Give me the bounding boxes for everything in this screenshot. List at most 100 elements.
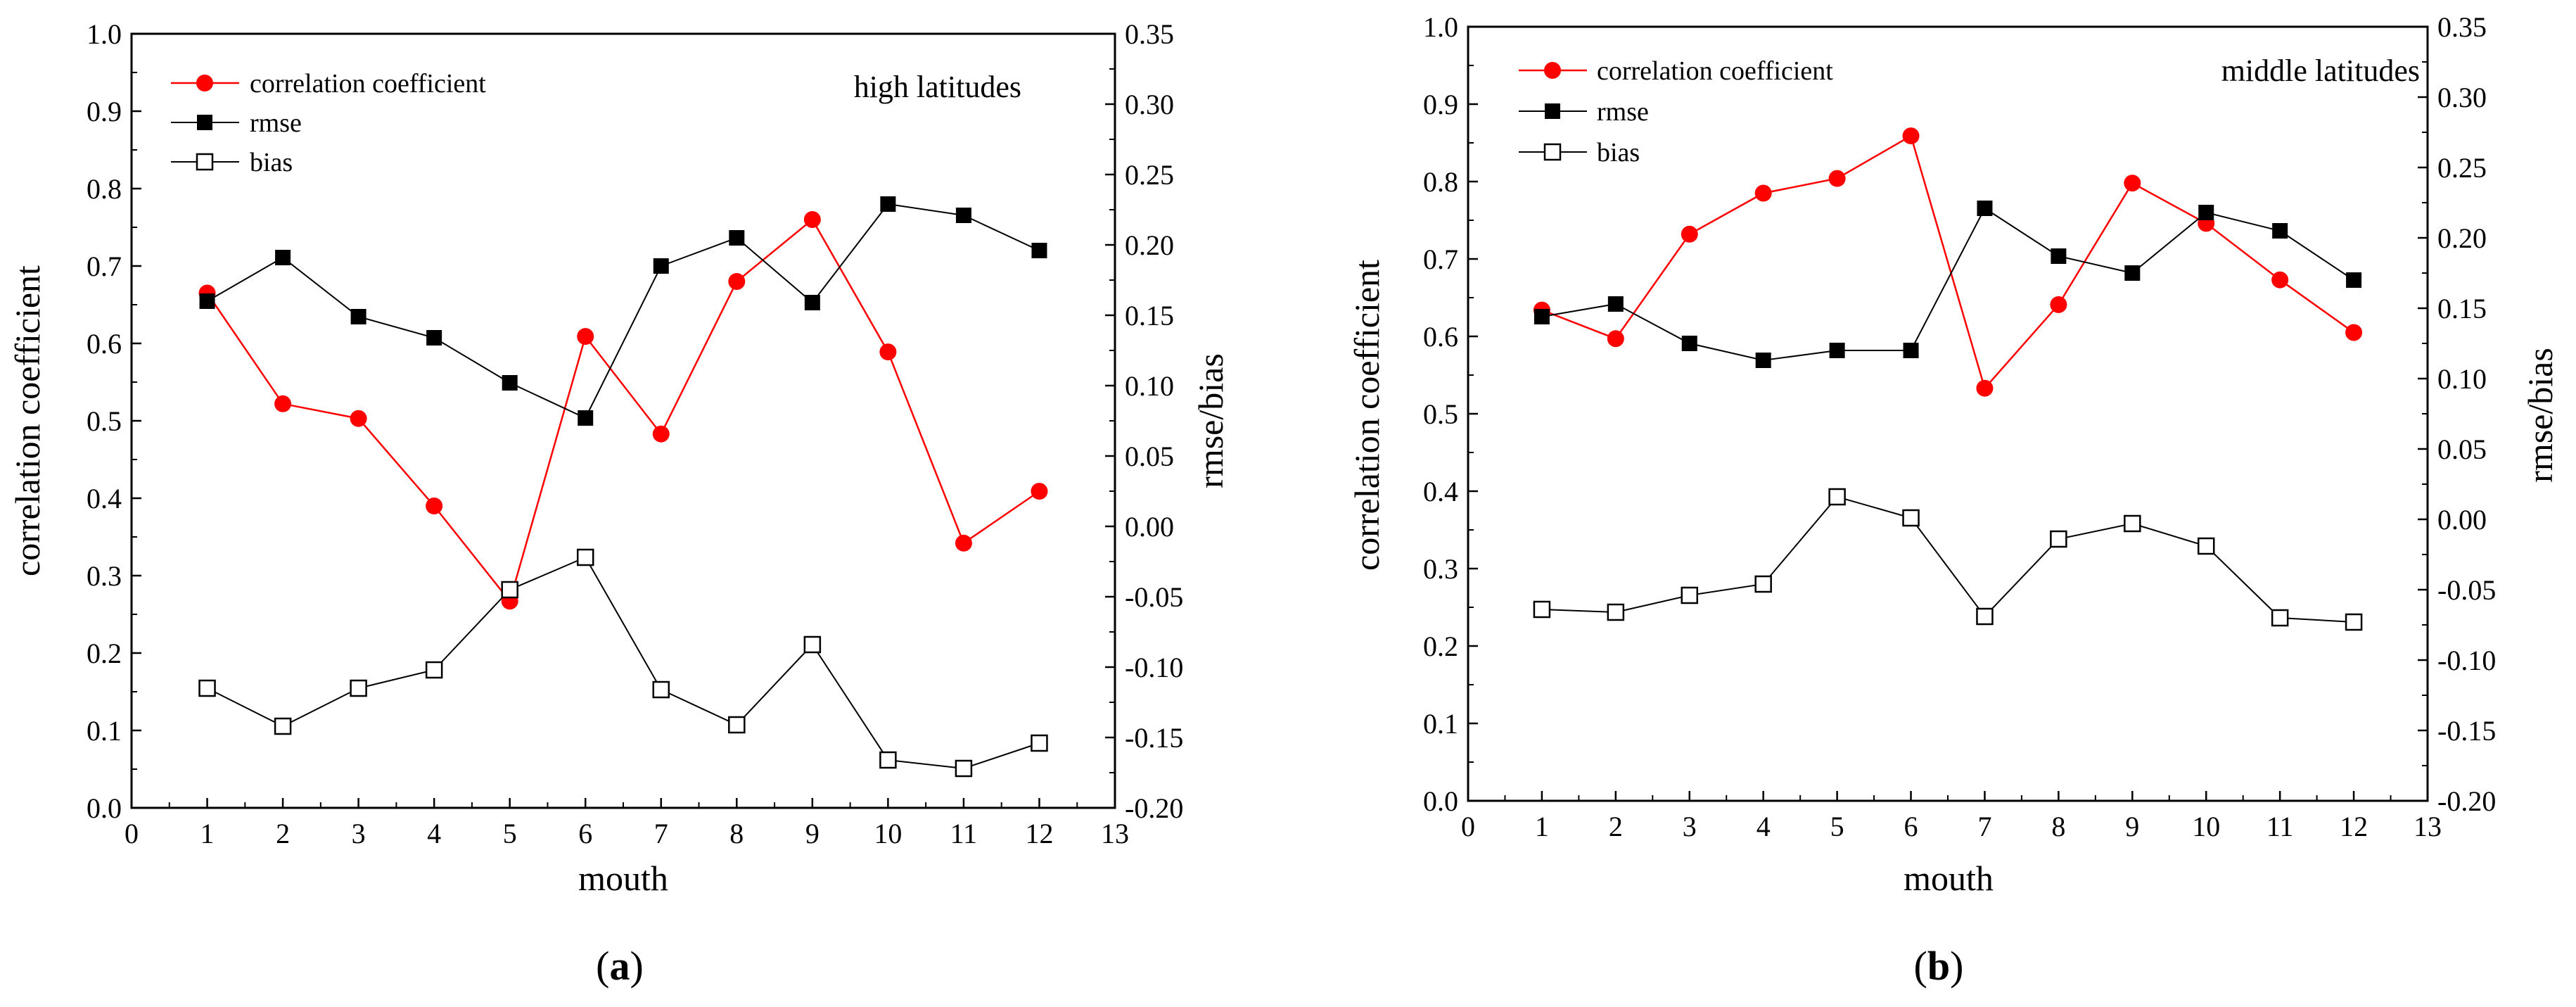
- panel-b-correlation-coefficient-point: [2124, 175, 2141, 192]
- panel-a-chart: 0 1 2 3 4 5 6 7 8 9 10 11 12 13 0.00.10.20.30.40.50.6…: [8, 18, 1230, 989]
- panel-a-y-right-tick-label: 0.25: [1125, 159, 1174, 191]
- panel-a-legend-entry-rmse: rmse: [171, 108, 302, 138]
- legend-open-square-icon: [196, 153, 214, 171]
- panel-a-bias-point: [501, 581, 518, 599]
- panel-b-x-ticks: 0 1 2 3 4 5 6 7 8 9 10 11 12 13: [1461, 791, 2442, 842]
- panel-b-rmse-line: [1541, 207, 2354, 362]
- panel-a-y-left-axis-title: correlation coefficient: [8, 265, 47, 576]
- legend-open-square-icon: [1543, 143, 1562, 161]
- panel-b-legend-label-bias: bias: [1597, 138, 1640, 167]
- panel-b-x-tick-label: 12: [2340, 811, 2368, 842]
- panel-b-bias-line: [1541, 495, 2354, 623]
- panel-a-y-right-tick-label: -0.05: [1125, 581, 1183, 613]
- panel-b-y-left-ticks: 0.0 0.1 0.2 0.3 0.4 0.5 0.6 0.7 0.8 0.9 1.0: [1423, 11, 1478, 817]
- panel-a-x-tick-label: 7: [654, 818, 668, 849]
- panel-b-rmse-point: [1681, 336, 1697, 351]
- panel-b-annotation: middle latitudes: [2221, 53, 2420, 88]
- panel-a-y-left-tick-label: 0.4: [87, 483, 122, 514]
- panel-a-rmse-point: [955, 208, 971, 223]
- panel-a-y-left-tick-label: 1.0: [87, 18, 122, 50]
- panel-a-x-tick-label: 1: [200, 818, 215, 849]
- panel-a-correlation-coefficient-point: [652, 425, 670, 443]
- panel-b-correlation-coefficient-line: [1541, 134, 2354, 391]
- panel-b-rmse-point: [1607, 296, 1624, 312]
- panel-b-x-tick-label: 7: [1977, 811, 1991, 842]
- panel-b-legend-label-correlation: correlation coefficient: [1597, 56, 1833, 86]
- panel-a-x-tick-label: 4: [427, 818, 441, 849]
- panel-a-y-left-tick-label: 0.2: [87, 638, 122, 669]
- panel-a-correlation-coefficient-point: [274, 395, 292, 412]
- panel-a-y-right-tick-label: -0.20: [1125, 792, 1183, 824]
- panel-a-legend-label-bias: bias: [250, 148, 293, 177]
- panel-b-x-tick-label: 2: [1609, 811, 1623, 842]
- panel-b-legend-entry-rmse: rmse: [1519, 97, 1649, 127]
- panel-b-x-tick-label: 11: [2266, 811, 2294, 842]
- panel-a-y-right-tick-label: -0.15: [1125, 722, 1183, 754]
- panel-b-y-right-tick-label: 0.30: [2437, 82, 2487, 113]
- panel-a-x-tick-label: 13: [1101, 818, 1129, 849]
- panel-a-series: [198, 196, 1048, 778]
- panel-b-rmse-point: [1534, 309, 1550, 324]
- panel-a-rmse-point: [729, 230, 745, 246]
- panel-b-x-tick-label: 1: [1535, 811, 1549, 842]
- panel-a-x-tick-label: 6: [578, 818, 592, 849]
- panel-a-bias-point: [1031, 734, 1048, 752]
- panel-b-rmse-point: [2124, 265, 2141, 281]
- panel-b-y-right-tick-label: 0.15: [2437, 293, 2487, 324]
- panel-a-x-tick-label: 3: [352, 818, 366, 849]
- panel-b-caption: (b): [1914, 943, 1964, 989]
- panel-b-rmse-point: [2051, 248, 2067, 264]
- panel-b-x-tick-label: 3: [1683, 811, 1697, 842]
- panel-b-rmse-point: [1755, 353, 1771, 368]
- panel-a-y-right-ticks: -0.20 -0.15 -0.10 -0.05 0.00 0.05 0.10 0.15 0.20…: [1105, 18, 1183, 824]
- panel-a-legend: correlation coefficient rmse bias: [171, 69, 486, 177]
- panel-b-y-left-tick-label: 1.0: [1423, 11, 1458, 43]
- panel-a-correlation-coefficient-point: [879, 343, 897, 361]
- panel-a-y-right-tick-label: -0.10: [1125, 652, 1183, 683]
- panel-a-rmse-point: [653, 258, 669, 274]
- panel-a-bias-point: [879, 751, 897, 769]
- panel-a-y-left-tick-label: 0.1: [87, 715, 122, 747]
- panel-a-correlation-coefficient-point: [1031, 483, 1048, 500]
- panel-b-x-tick-label: 6: [1904, 811, 1918, 842]
- panel-b-y-left-tick-label: 0.1: [1423, 708, 1458, 740]
- panel-b-y-right-axis-title: rmse/bias: [2520, 348, 2560, 483]
- panel-b-x-tick-label: 8: [2051, 811, 2065, 842]
- panel-b-y-right-tick-label: 0.05: [2437, 433, 2487, 465]
- panel-b-x-axis-title: mouth: [1904, 859, 1994, 898]
- panel-b-y-right-tick-label: -0.05: [2437, 574, 2496, 606]
- panel-a-rmse-point: [275, 250, 291, 265]
- panel-b-y-left-tick-label: 0.4: [1423, 476, 1458, 507]
- panel-a-x-tick-label: 5: [503, 818, 517, 849]
- legend-filled-square-icon: [197, 115, 212, 130]
- panel-b-y-left-tick-label: 0.9: [1423, 89, 1458, 120]
- panel-b-rmse-point: [2346, 272, 2362, 288]
- panel-a-x-tick-label: 9: [805, 818, 820, 849]
- panel-a-correlation-coefficient-point: [350, 410, 367, 427]
- panel-a-bias-point: [576, 548, 594, 566]
- panel-b-bias-point: [1533, 600, 1551, 619]
- panel-a-bias-point: [803, 635, 822, 654]
- panel-b-y-left-tick-label: 0.5: [1423, 398, 1458, 430]
- panel-a-y-left-tick-label: 0.3: [87, 560, 122, 592]
- panel-b-y-left-tick-label: 0.3: [1423, 553, 1458, 585]
- panel-a-legend-label-correlation: correlation coefficient: [250, 69, 486, 99]
- panel-a-bias-point: [728, 716, 746, 734]
- panel-a-y-left-tick-label: 0.6: [87, 328, 122, 360]
- panel-a-y-left-tick-label: 0.9: [87, 96, 122, 127]
- panel-a-bias-line: [207, 556, 1040, 770]
- panel-b-correlation-coefficient-point: [1681, 225, 1698, 243]
- panel-a-rmse-point: [1031, 243, 1047, 258]
- panel-b-x-tick-label: 4: [1756, 811, 1771, 842]
- panel-b-correlation-coefficient-point: [1607, 330, 1624, 348]
- panel-b-legend: correlation coefficient rmse bias: [1519, 56, 1833, 167]
- panel-b-y-right-tick-label: 0.00: [2437, 504, 2487, 536]
- panel-b-bias-point: [1828, 488, 1846, 506]
- panel-b-correlation-coefficient-point: [2345, 324, 2363, 341]
- panel-b-bias-point: [2271, 609, 2289, 627]
- panel-b-bias-point: [2124, 514, 2141, 533]
- panel-b-bias-point: [2197, 537, 2215, 555]
- panel-a-x-tick-label: 12: [1025, 818, 1053, 849]
- panel-a-rmse-point: [199, 293, 215, 309]
